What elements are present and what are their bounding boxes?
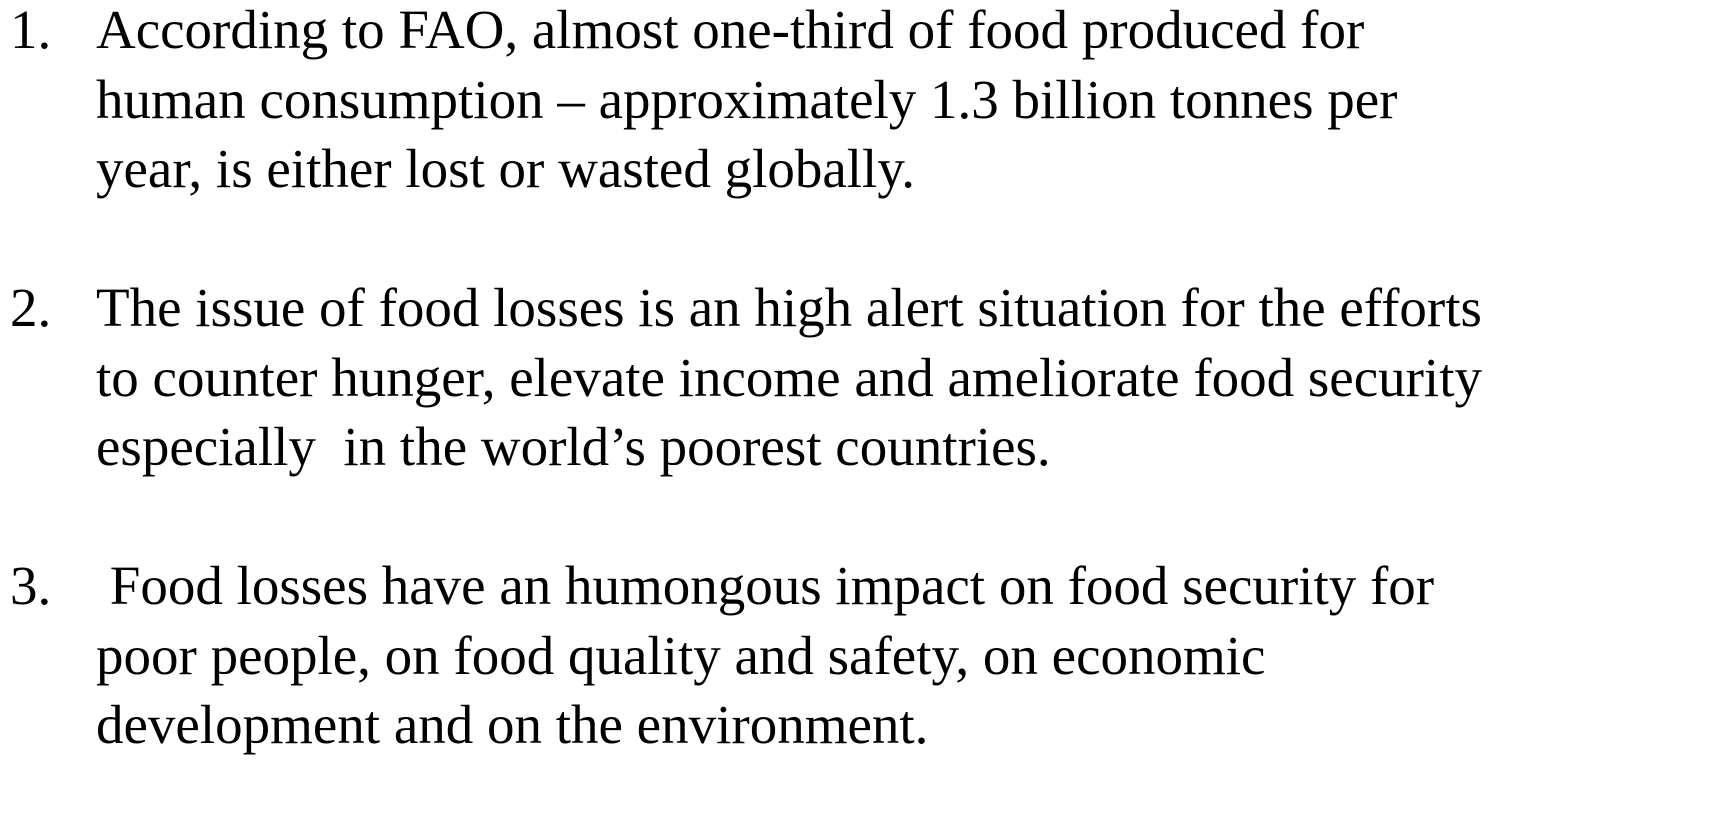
item-number: 2. xyxy=(10,277,52,338)
item-text-line: The issue of food losses is an high aler… xyxy=(96,277,1482,338)
list-item: 2. The issue of food losses is an high al… xyxy=(0,273,1735,482)
list-item: 3. Food losses have an humongous impact … xyxy=(0,551,1735,760)
item-number: 1. xyxy=(10,0,52,60)
item-text-line: According to FAO, almost one-third of fo… xyxy=(96,0,1365,60)
item-text-line: especially in the world’s poorest countr… xyxy=(96,416,1051,477)
list-item: 1. According to FAO, almost one-third of … xyxy=(0,0,1735,204)
item-text-line: human consumption – approximately 1.3 bi… xyxy=(96,68,1398,130)
item-number: 3. xyxy=(10,555,52,616)
item-text-line: Food losses have an humongous impact on … xyxy=(96,555,1435,616)
item-text-line: year, is either lost or wasted globally. xyxy=(96,138,916,199)
item-text-line: to counter hunger, elevate income and am… xyxy=(96,346,1482,408)
item-text-line: poor people, on food quality and safety,… xyxy=(96,624,1266,686)
item-text-line: development and on the environment. xyxy=(96,694,929,755)
